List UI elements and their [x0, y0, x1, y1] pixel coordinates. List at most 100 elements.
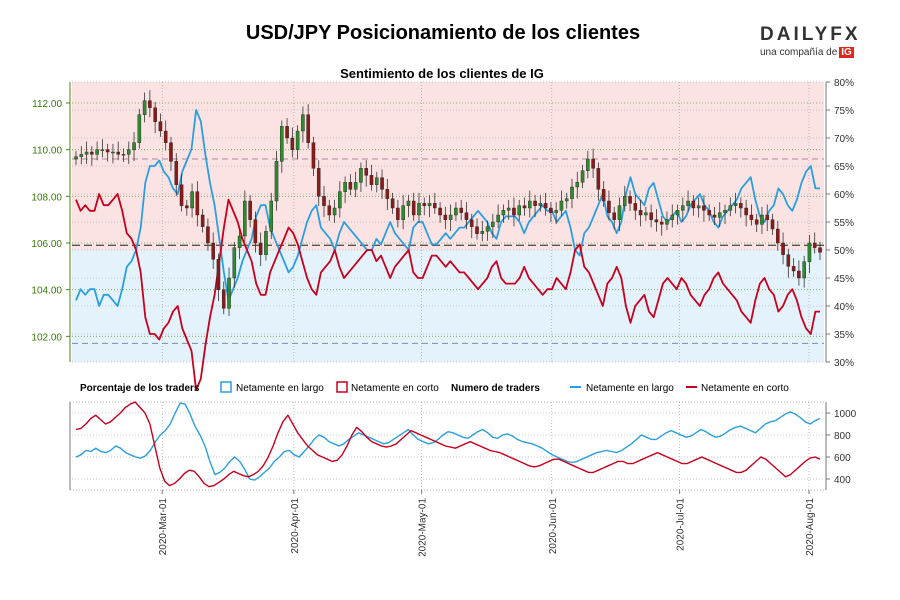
candle — [491, 213, 495, 239]
candle — [601, 181, 606, 207]
candle — [617, 197, 622, 232]
candle — [411, 192, 416, 221]
candle — [781, 232, 785, 265]
candle — [111, 143, 115, 164]
candle — [586, 150, 590, 179]
percent-tick-label: 50% — [834, 246, 854, 257]
legend-short-label-2: Netamente en corto — [701, 383, 789, 394]
candle — [385, 178, 390, 211]
candle — [169, 136, 173, 171]
candle — [322, 185, 326, 218]
candle — [84, 141, 89, 164]
candle — [374, 171, 379, 193]
candle — [686, 190, 690, 212]
candle — [348, 174, 353, 196]
candle — [702, 195, 706, 222]
candle — [359, 162, 363, 192]
candle — [654, 209, 659, 232]
candle — [369, 164, 374, 191]
candle — [433, 192, 437, 214]
brand-name: DAILYFX — [760, 24, 861, 45]
candle — [148, 90, 152, 118]
candle — [607, 190, 611, 221]
traders-series-line — [75, 401, 821, 488]
percent-tick-label: 40% — [834, 302, 854, 313]
price-tick-label: 106.00 — [31, 239, 62, 250]
candle — [200, 209, 205, 233]
candle — [691, 195, 696, 216]
candle — [475, 218, 479, 240]
legend-long-label: Netamente en largo — [236, 383, 324, 394]
candle — [227, 267, 231, 317]
candle — [158, 113, 163, 137]
candle — [533, 195, 537, 218]
candle — [591, 148, 595, 178]
percent-tick-label: 80% — [834, 78, 854, 89]
price-tick-label: 102.00 — [31, 332, 62, 343]
candle — [332, 199, 337, 223]
candle — [311, 136, 316, 177]
candle — [417, 192, 421, 223]
percent-tick-label: 60% — [834, 190, 854, 201]
candle — [812, 232, 817, 254]
candle — [696, 197, 701, 218]
candle — [206, 218, 210, 251]
traders-axis-ticks: 400 600 800 1000 — [826, 409, 857, 486]
series-line — [75, 109, 820, 307]
candle — [448, 204, 453, 232]
legend-long-swatch — [220, 381, 232, 393]
candle — [290, 127, 295, 158]
candle — [538, 195, 543, 212]
percent-tick-label: 70% — [834, 134, 854, 145]
candle — [343, 176, 347, 204]
candle — [776, 220, 780, 251]
candle — [264, 225, 268, 261]
candle — [760, 206, 764, 234]
candle — [580, 164, 585, 189]
candle — [301, 106, 305, 143]
candle — [443, 206, 448, 230]
candle — [633, 195, 638, 220]
candle — [596, 162, 601, 201]
date-tick-label: 2020-Jun-01 — [548, 498, 559, 555]
candle — [258, 232, 263, 267]
candle — [612, 206, 616, 230]
candle — [570, 178, 574, 209]
percent-tick-label: 55% — [834, 218, 854, 229]
candle — [163, 120, 168, 151]
candle — [528, 190, 532, 218]
candle — [564, 192, 569, 209]
candle — [802, 255, 806, 288]
candle — [797, 260, 801, 286]
price-tick-label: 110.00 — [32, 146, 62, 157]
date-tick-label: 2020-Mar-01 — [158, 498, 169, 556]
candle — [464, 202, 469, 230]
candle — [670, 204, 675, 228]
price-tick-label: 104.00 — [31, 286, 62, 297]
candle — [316, 160, 321, 206]
date-tick-label: 2020-May-01 — [418, 498, 429, 557]
candle — [338, 181, 342, 218]
candle — [681, 197, 685, 222]
candle — [74, 150, 78, 165]
chart-subtitle: Sentimiento de los clientes de IG — [340, 66, 544, 81]
candle — [522, 197, 527, 216]
candle — [232, 241, 237, 288]
candle — [786, 248, 791, 278]
candle — [554, 202, 558, 225]
candle — [95, 141, 99, 161]
candle — [221, 281, 226, 315]
legend-number-label: Numero de traders — [451, 383, 540, 394]
dailyfx-logo: DAILYFX una compañía de IG — [760, 24, 870, 58]
candle — [770, 213, 775, 235]
candle — [659, 216, 664, 236]
candle — [717, 202, 722, 227]
candle — [807, 234, 812, 274]
candle — [496, 204, 500, 228]
candle — [174, 153, 179, 197]
candle — [243, 190, 247, 242]
reference-lines — [72, 158, 824, 344]
brand-tagline: una compañía de IG — [760, 47, 870, 58]
